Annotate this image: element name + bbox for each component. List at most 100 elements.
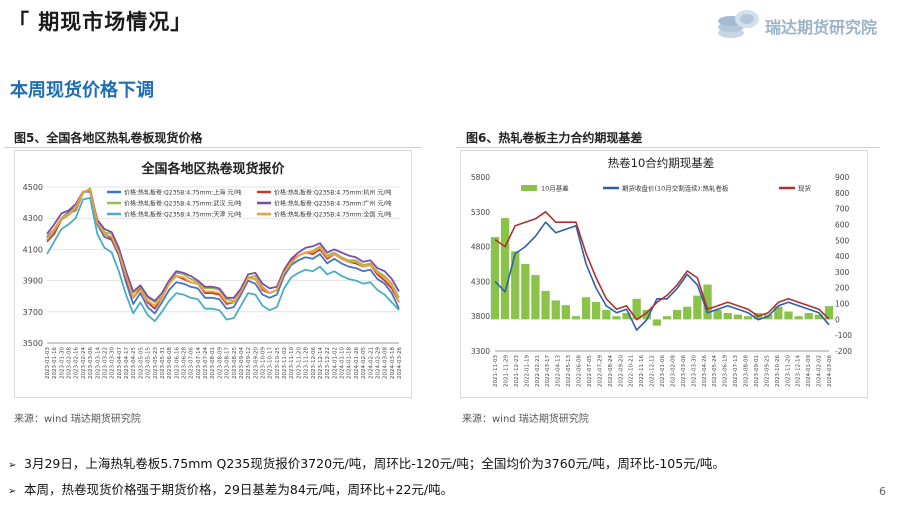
basis-bar: [814, 314, 823, 320]
x-tick-label: 2024-03-18: [390, 347, 396, 379]
page-number: 6: [879, 485, 886, 498]
coin-stack-icon: [718, 10, 759, 38]
x-tick-label: 2023-10-17: [268, 347, 274, 379]
basis-bar: [794, 316, 803, 320]
y2-tick-label: 500: [835, 236, 850, 245]
x-tick-label: 2023-09-12: [246, 347, 252, 379]
x-tick-label: 2021-11-03: [493, 355, 499, 387]
legend-swatch: [521, 185, 537, 191]
x-tick-label: 2022-08-24: [608, 355, 614, 387]
x-tick-label: 2023-07-14: [196, 347, 202, 379]
x-tick-label: 2023-08-25: [232, 347, 238, 379]
x-tick-label: 2022-09-20: [618, 355, 624, 387]
basis-bar: [612, 316, 621, 320]
figure6-chart: 热卷10合约期现基差 3300 3800 4300 4800 5300 5800 -200 -1…: [471, 156, 852, 387]
bullet-text: 3月29日，上海热轧卷板5.75mm Q235现货报价3720元/吨，周环比-1…: [24, 456, 725, 471]
basis-bar: [642, 309, 651, 320]
figure5-chart-panel: 全国各地区热卷现货报价 3500 3700 3900 4100 4300 4500 2023-…: [14, 150, 412, 398]
basis-bar: [652, 319, 662, 326]
x-tick-label: 2023-06-19: [723, 355, 729, 387]
x-tick-label: 2023-03-30: [110, 347, 116, 379]
x-tick-label: 2023-11-02: [282, 347, 288, 379]
y2-tick-label: 400: [835, 252, 850, 261]
legend-label: 价格:热轧板卷:Q235B:4.75mm:天津 元/吨: [124, 211, 241, 219]
basis-bar: [784, 311, 793, 320]
y-tick-label: 5300: [471, 208, 490, 217]
figure6-caption: 图6、热轧卷板主力合约期现基差: [466, 131, 643, 145]
basis-bar: [723, 313, 732, 320]
y2-tick-label: 300: [835, 268, 850, 277]
basis-bar: [804, 313, 813, 320]
y2-tick-label: 600: [835, 220, 850, 229]
basis-bar: [561, 305, 570, 320]
y2-tick-label: 200: [835, 284, 850, 293]
x-tick-label: 2023-08-17: [225, 347, 231, 379]
x-tick-label: 2024-01-02: [332, 347, 338, 379]
bullet-item: ➢ 本周，热卷现货价格强于期货价格，29日基差为84元/吨，周环比+22元/吨。: [8, 478, 725, 504]
bullet-item: ➢ 3月29日，上海热轧卷板5.75mm Q235现货报价3720元/吨，周环比-…: [8, 452, 725, 478]
x-tick-label: 2023-03-06: [681, 355, 687, 387]
x-tick-label: 2021-11-29: [503, 355, 509, 387]
x-tick-label: 2023-03-06: [88, 347, 94, 379]
x-tick-label: 2022-06-08: [577, 355, 583, 387]
x-tick-label: 2024-03-08: [383, 347, 389, 379]
y2-tick-label: 800: [835, 189, 850, 198]
arrow-bullet-icon: ➢: [8, 460, 17, 471]
x-tick-label: 2024-01-09: [806, 355, 812, 387]
x-tick-label: 2023-06-16: [174, 347, 180, 379]
x-tick-label: 2023-04-25: [131, 347, 137, 379]
x-tick-label: 2023-05-05: [138, 347, 144, 379]
x-tick-label: 2023-05-31: [160, 347, 166, 379]
basis-bar: [622, 313, 631, 320]
x-tick-label: 2024-02-02: [817, 355, 823, 387]
x-tick-label: 2023-02-24: [81, 347, 87, 379]
series-line: [46, 189, 400, 307]
basis-bar: [541, 290, 550, 320]
legend-label: 价格:热轧板卷:Q235B:4.75mm:武汉 元/吨: [124, 200, 241, 208]
x-tick-label: 2022-01-19: [524, 355, 530, 387]
figure6-chart-panel: 热卷10合约期现基差 3300 3800 4300 4800 5300 5800 -200 -1…: [460, 150, 868, 398]
x-tick-label: 2023-02-08: [67, 347, 73, 379]
basis-bar: [632, 298, 641, 320]
x-tick-label: 2023-06-08: [167, 347, 173, 379]
x-tick-label: 2023-09-25: [764, 355, 770, 387]
basis-bar: [581, 297, 591, 320]
section-title: 本周现货价格下调: [10, 80, 154, 101]
x-tick-label: 2023-07-24: [203, 347, 209, 379]
x-tick-label: 2024-02-05: [361, 347, 367, 379]
chart-title: 热卷10合约期现基差: [608, 156, 715, 170]
x-tick-label: 2023-05-23: [153, 347, 159, 379]
y2-tick-label: 700: [835, 205, 850, 214]
y-tick-label: 3500: [23, 339, 43, 348]
x-tick-label: 2023-04-07: [117, 347, 123, 379]
x-tick-label: 2023-08-01: [210, 347, 216, 379]
legend-label: 10月基差: [541, 184, 569, 193]
bullet-text: 本周，热卷现货价格强于期货价格，29日基差为84元/吨，周环比+22元/吨。: [24, 482, 454, 497]
basis-bar: [693, 295, 702, 320]
logo-text: 瑞达期货研究院: [765, 18, 878, 37]
figure6-source: 来源：wind 瑞达期货研究院: [462, 414, 589, 425]
basis-bar: [521, 264, 530, 320]
y-tick-label: 4500: [23, 183, 43, 192]
basis-bar: [774, 306, 783, 320]
basis-bar: [500, 218, 510, 320]
x-tick-label: 2023-01-03: [45, 347, 51, 379]
x-tick-label: 2023-09-20: [253, 347, 259, 379]
legend-label: 价格:热轧板卷:Q235B:4.75mm:上海 元/吨: [124, 189, 241, 197]
x-tick-label: 2024-03-26: [397, 347, 403, 379]
x-tick-label: 2023-11-20: [785, 355, 791, 387]
basis-bar: [511, 251, 520, 320]
x-tick-label: 2022-12-12: [650, 355, 656, 387]
x-tick-label: 2022-04-13: [556, 355, 562, 387]
basis-bar: [531, 275, 540, 320]
x-tick-label: 2023-01-16: [52, 347, 58, 379]
basis-bar: [703, 284, 712, 320]
x-tick-label: 2023-06-28: [181, 347, 187, 379]
x-tick-label: 2022-02-21: [535, 355, 541, 387]
y2-tick-label: 900: [835, 173, 850, 182]
legend-label: 价格:热轧板卷:Q235B:4.75mm:广州 元/吨: [274, 200, 391, 208]
x-tick-label: 2023-09-04: [239, 347, 245, 379]
x-tick-label: 2023-01-30: [59, 347, 65, 379]
x-tick-label: 2023-10-25: [275, 347, 281, 379]
basis-bar: [733, 314, 742, 320]
